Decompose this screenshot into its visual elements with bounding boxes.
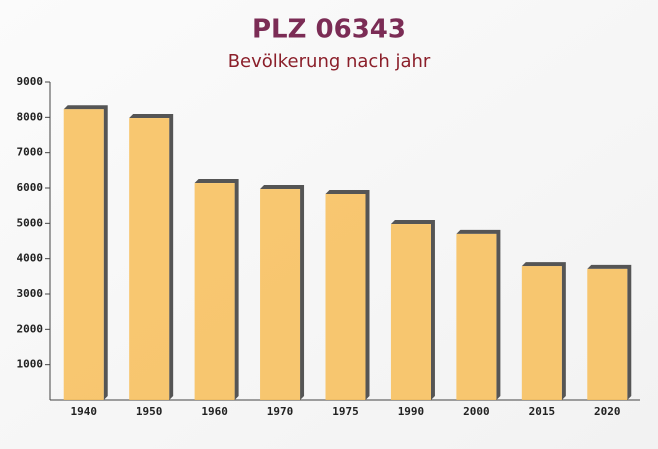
x-tick-label: 1960 [201, 405, 228, 418]
chart-subtitle: Bevölkerung nach jahr [228, 51, 431, 72]
y-tick-label: 3000 [17, 287, 44, 300]
y-tick-label: 9000 [17, 75, 44, 88]
bar [129, 118, 170, 400]
bar [325, 194, 366, 400]
bar [521, 266, 562, 400]
y-tick-label: 1000 [17, 358, 44, 371]
y-tick-label: 4000 [17, 252, 44, 265]
y-tick-label: 6000 [17, 181, 44, 194]
bar [390, 224, 431, 400]
x-tick-label: 1975 [332, 405, 359, 418]
x-tick-label: 1970 [267, 405, 294, 418]
x-tick-label: 2020 [594, 405, 621, 418]
x-tick-label: 2000 [463, 405, 490, 418]
x-tick-label: 1950 [136, 405, 163, 418]
y-tick-label: 8000 [17, 110, 44, 123]
y-tick-label: 5000 [17, 216, 44, 229]
bar [587, 268, 628, 400]
x-tick-label: 1990 [398, 405, 425, 418]
y-tick-label: 2000 [17, 322, 44, 335]
x-tick-label: 1940 [70, 405, 97, 418]
y-tick-label: 7000 [17, 146, 44, 159]
bar [63, 109, 104, 400]
chart-title: PLZ 06343 [252, 15, 406, 45]
bar [456, 233, 497, 400]
bar [260, 189, 301, 400]
x-tick-label: 2015 [529, 405, 556, 418]
bar [194, 183, 235, 400]
